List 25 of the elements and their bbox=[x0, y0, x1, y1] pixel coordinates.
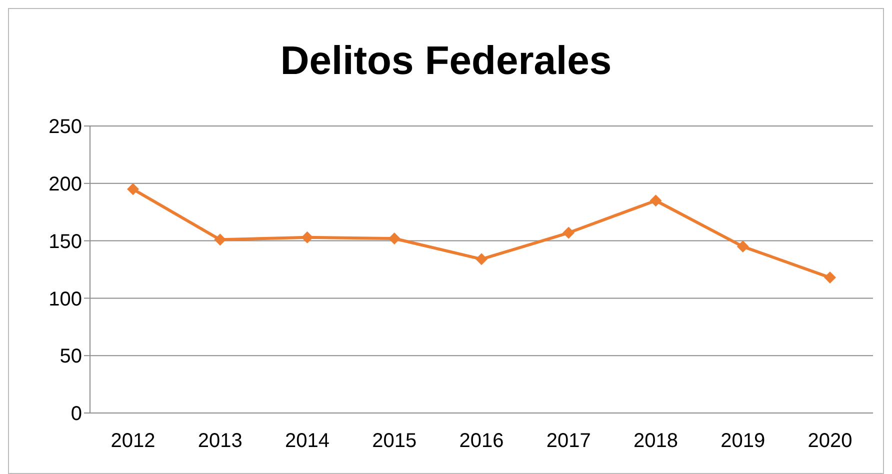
point bbox=[736, 240, 749, 253]
x-tick-label: 2014 bbox=[285, 430, 330, 452]
y-tick-label: 50 bbox=[60, 346, 82, 368]
point bbox=[476, 253, 488, 266]
y-tick-label: 0 bbox=[70, 403, 82, 426]
x-tick-label: 2015 bbox=[372, 430, 417, 452]
point bbox=[824, 272, 836, 284]
y-tick-label: 150 bbox=[48, 230, 82, 253]
x-tick-label: 2020 bbox=[808, 430, 852, 452]
x-tick-label: 2012 bbox=[110, 430, 156, 452]
x-tick-label: 2013 bbox=[198, 430, 242, 452]
point bbox=[562, 226, 575, 239]
point bbox=[301, 231, 314, 244]
point bbox=[127, 183, 139, 196]
point bbox=[214, 234, 226, 246]
x-tick-label: 2019 bbox=[720, 430, 766, 452]
y-tick-label: 250 bbox=[48, 116, 82, 138]
x-tick-label: 2016 bbox=[459, 430, 504, 452]
chart-title: Delitos Federales bbox=[279, 39, 613, 84]
point bbox=[388, 232, 400, 245]
x-tick-label: 2017 bbox=[546, 430, 591, 452]
x-tick-label: 2018 bbox=[634, 430, 678, 452]
y-tick-label: 200 bbox=[48, 174, 82, 196]
y-tick-label: 100 bbox=[48, 288, 82, 310]
point bbox=[650, 194, 662, 207]
